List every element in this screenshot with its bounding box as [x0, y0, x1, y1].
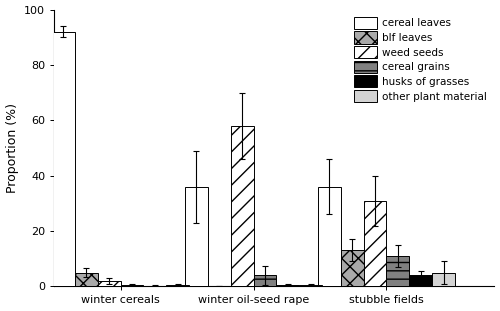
Bar: [230, 126, 254, 286]
Bar: [144, 285, 167, 286]
Legend: cereal leaves, blf leaves, weed seeds, cereal grains, husks of grasses, other pl: cereal leaves, blf leaves, weed seeds, c…: [352, 15, 489, 104]
Bar: [410, 275, 432, 286]
Bar: [318, 187, 341, 286]
Bar: [185, 187, 208, 286]
Bar: [432, 272, 455, 286]
Bar: [98, 281, 120, 286]
Bar: [120, 285, 144, 286]
Bar: [52, 32, 75, 286]
Y-axis label: Proportion (%): Proportion (%): [6, 103, 18, 193]
Bar: [75, 272, 98, 286]
Bar: [364, 201, 386, 286]
Bar: [341, 250, 363, 286]
Bar: [386, 256, 409, 286]
Bar: [254, 275, 276, 286]
Bar: [276, 285, 299, 286]
Bar: [166, 285, 189, 286]
Bar: [299, 285, 322, 286]
